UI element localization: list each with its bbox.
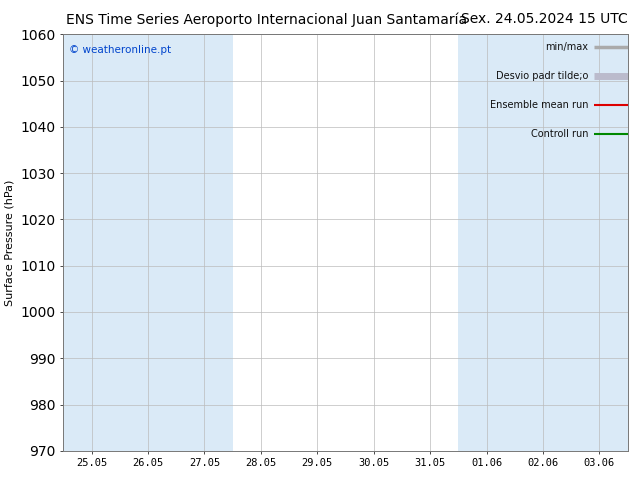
Text: ENS Time Series Aeroporto Internacional Juan Santamaría: ENS Time Series Aeroporto Internacional …	[66, 12, 467, 27]
Text: Ensemble mean run: Ensemble mean run	[489, 100, 588, 110]
Text: min/max: min/max	[545, 42, 588, 52]
Bar	[120, 34, 176, 451]
Y-axis label: Surface Pressure (hPa): Surface Pressure (hPa)	[5, 179, 15, 306]
Bar	[571, 34, 628, 451]
Text: Desvio padr tilde;o: Desvio padr tilde;o	[496, 71, 588, 81]
Bar	[63, 34, 120, 451]
Text: © weatheronline.pt: © weatheronline.pt	[69, 45, 171, 55]
Text: Sex. 24.05.2024 15 UTC: Sex. 24.05.2024 15 UTC	[461, 12, 628, 26]
Bar	[458, 34, 515, 451]
Bar	[176, 34, 233, 451]
Bar	[515, 34, 571, 451]
Text: Controll run: Controll run	[531, 129, 588, 139]
